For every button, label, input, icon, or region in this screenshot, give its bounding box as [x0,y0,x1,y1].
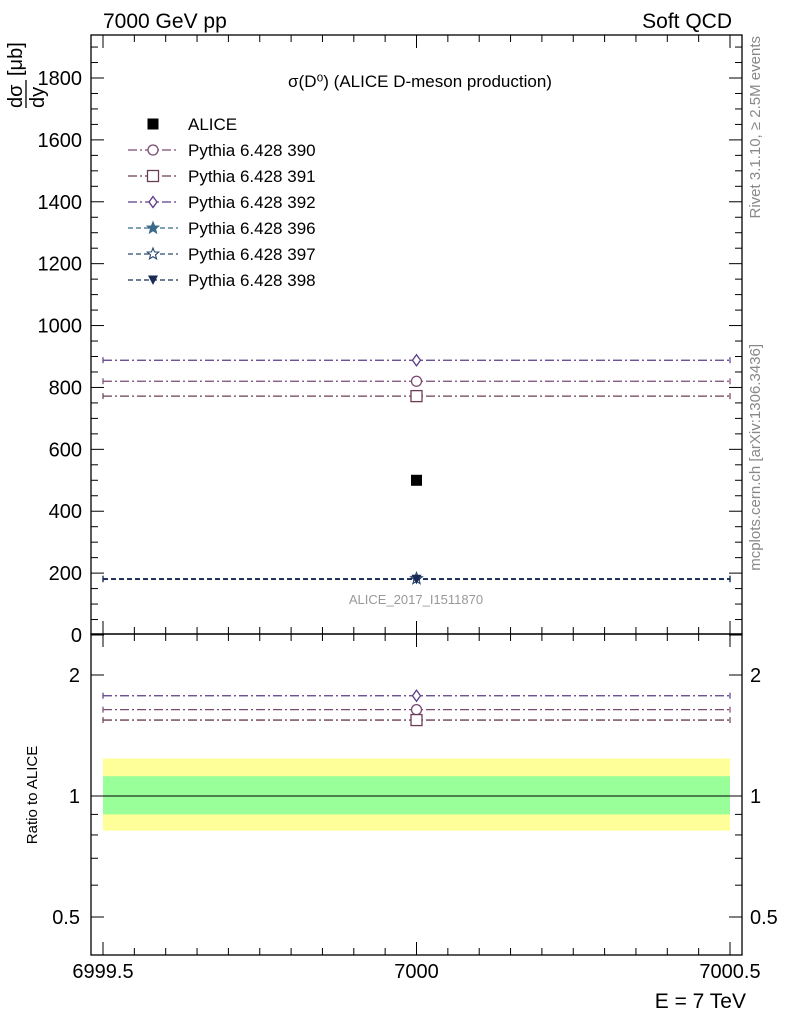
legend-item: Pythia 6.428 397 [128,245,316,264]
main-panel: 0 200 400 600 800 1000 1200 1400 1600 1800 [38,35,742,647]
y-tick-label: 1600 [38,130,83,152]
y-tick-label: 1000 [38,316,83,338]
legend: ALICE Pythia 6.428 390 Pythia 6.428 391 Pyt… [128,115,316,290]
legend-label: ALICE [188,115,237,134]
ylabel-unit: [μb] [5,42,27,76]
legend-marker [148,195,158,209]
legend-item: Pythia 6.428 392 [128,193,316,212]
data-point [411,574,422,585]
header-left: 7000 GeV pp [103,10,227,33]
legend-marker [145,220,161,235]
legend-label: Pythia 6.428 396 [188,219,316,238]
y-tick-label: 1800 [38,68,83,90]
y-tick-label: 600 [49,439,82,461]
x-tick-label: 7000.5 [699,961,760,983]
y-tick-label: 800 [49,377,82,399]
ratio-point [411,689,422,703]
legend-item: Pythia 6.428 390 [128,141,316,160]
y-tick-label: 0 [71,625,82,647]
legend-label: Pythia 6.428 398 [188,271,316,290]
data-point [411,353,422,367]
data-point [410,389,423,403]
ratio-y-tick-label-right: 2 [750,665,761,687]
legend-item: Pythia 6.428 391 [128,167,316,186]
legend-item: ALICE [147,115,237,134]
ratio-frame [90,633,743,956]
y-tick-label: 400 [49,501,82,523]
y-tick-label: 1200 [38,254,83,276]
legend-marker [147,144,159,156]
ratio-panel: 0.5 0.5 1 1 2 2 6999.5 7000 7000.5 [52,634,778,983]
legend-marker [147,118,159,130]
data-point [411,474,422,486]
y-tick-label: 200 [49,563,82,585]
legend-label: Pythia 6.428 397 [188,245,316,264]
ratio-y-tick-label: 0.5 [52,907,80,929]
x-tick-label: 6999.5 [72,961,133,983]
ylabel-numerator: dσ [5,84,27,108]
ratio-ylabel: Ratio to ALICE [24,746,41,844]
main-title: σ(D⁰) (ALICE D-meson production) [288,72,552,91]
legend-label: Pythia 6.428 390 [188,141,316,160]
ratio-point [410,713,423,727]
legend-item: Pythia 6.428 398 [128,271,316,290]
ratio-y-tick-label-right: 1 [750,786,761,808]
legend-marker [148,275,158,285]
header-right: Soft QCD [642,10,732,33]
legend-marker [145,246,161,261]
ylabel-denominator: dy [27,87,49,108]
ratio-point [410,703,423,716]
legend-marker [146,169,160,183]
y-tick-label: 1400 [38,192,83,214]
ratio-y-tick-label-right: 0.5 [750,907,778,929]
legend-item: Pythia 6.428 396 [128,219,316,238]
data-point [410,375,423,387]
legend-label: Pythia 6.428 391 [188,167,316,186]
ratio-y-tick-label: 2 [69,665,80,687]
rivet-label: Rivet 3.1.10, ≥ 2.5M events [747,36,764,219]
main-ylabel: dσ dy [μb] [5,42,49,108]
legend-label: Pythia 6.428 392 [188,193,316,212]
watermark: ALICE_2017_I1511870 [349,592,483,607]
x-axis-label: E = 7 TeV [655,990,746,1013]
uncertainty-band-inner [103,776,730,815]
ratio-y-tick-label: 1 [69,786,80,808]
x-tick-label: 7000 [394,961,439,983]
mcplots-label: mcplots.cern.ch [arXiv:1306.3436] [747,344,764,571]
